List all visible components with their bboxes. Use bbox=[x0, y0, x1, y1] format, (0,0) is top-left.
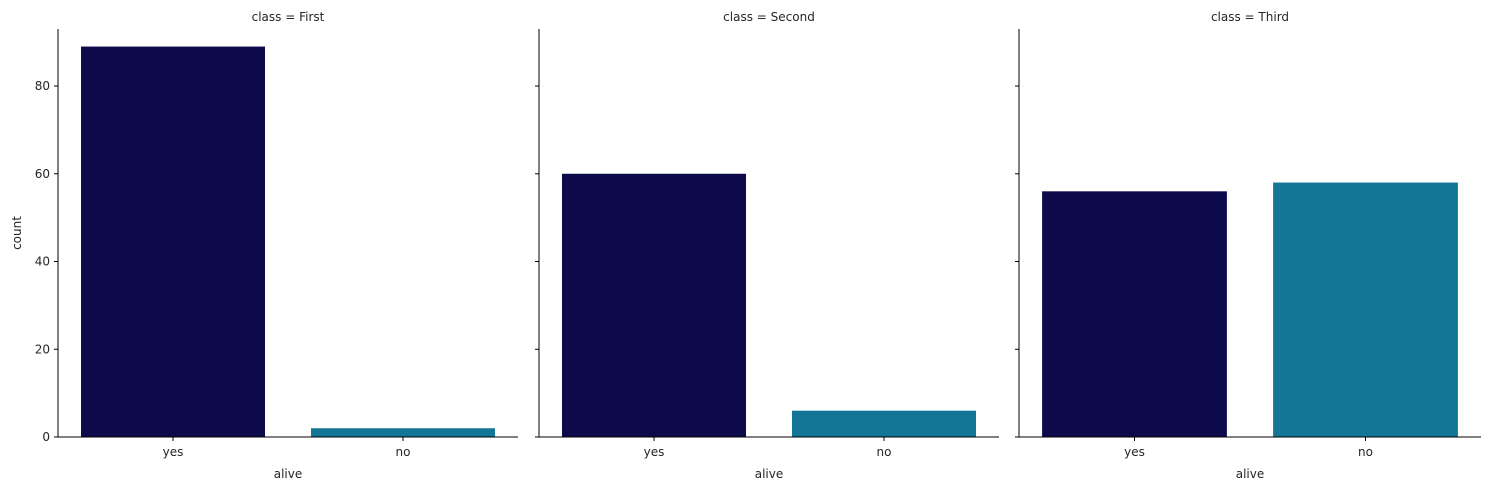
bar-2-yes bbox=[1042, 191, 1227, 437]
facet-title: class = Second bbox=[723, 10, 815, 24]
x-tick-label: yes bbox=[163, 445, 184, 459]
y-tick-label: 0 bbox=[42, 430, 50, 444]
y-tick-label: 60 bbox=[35, 167, 50, 181]
x-axis-label: alive bbox=[274, 467, 303, 481]
bar-0-yes bbox=[81, 46, 265, 438]
x-tick-label: no bbox=[877, 445, 892, 459]
facet-title: class = Third bbox=[1211, 10, 1289, 24]
y-axis-label: count bbox=[10, 216, 24, 250]
bar-0-no bbox=[311, 428, 495, 437]
x-tick-label: yes bbox=[1124, 445, 1145, 459]
facet-title: class = First bbox=[252, 10, 325, 24]
bar-2-no bbox=[1273, 182, 1458, 437]
x-tick-label: yes bbox=[644, 445, 665, 459]
bar-1-no bbox=[792, 410, 976, 437]
x-axis-label: alive bbox=[755, 467, 784, 481]
bar-1-yes bbox=[562, 173, 746, 437]
y-tick-label: 20 bbox=[35, 342, 50, 356]
y-tick-label: 40 bbox=[35, 255, 50, 269]
x-axis-label: alive bbox=[1236, 467, 1265, 481]
x-tick-label: no bbox=[1358, 445, 1373, 459]
x-tick-label: no bbox=[396, 445, 411, 459]
y-tick-label: 80 bbox=[35, 79, 50, 93]
